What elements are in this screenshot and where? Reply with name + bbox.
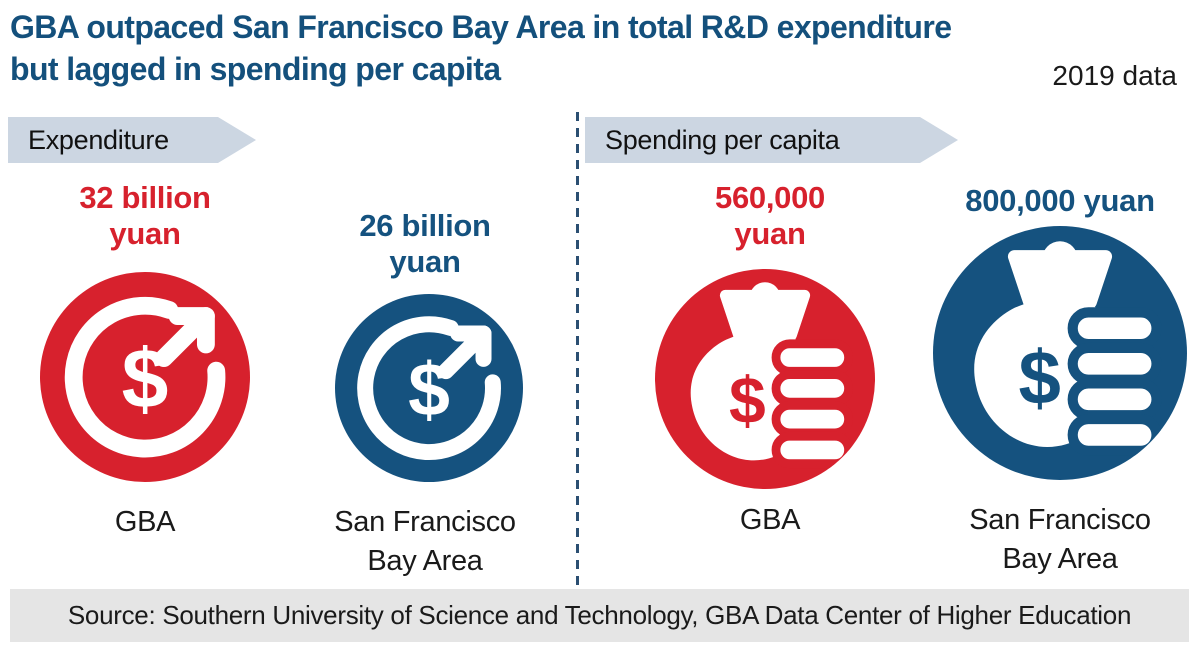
- value-line: yuan: [109, 216, 181, 251]
- value-line: 560,000: [715, 180, 825, 215]
- svg-text:$: $: [1018, 336, 1060, 421]
- value-label-expenditure-sf: 26 billion yuan: [305, 208, 545, 280]
- value-label-percapita-sf: 800,000 yuan: [930, 183, 1190, 219]
- page-title-line1: GBA outpaced San Francisco Bay Area in t…: [10, 9, 952, 45]
- value-label-expenditure-gba: 32 billion yuan: [25, 180, 265, 252]
- value-line: yuan: [734, 216, 806, 251]
- region-line: San Francisco: [334, 506, 516, 538]
- region-line: Bay Area: [367, 545, 483, 577]
- svg-text:$: $: [408, 347, 450, 431]
- value-line: yuan: [389, 244, 461, 279]
- date-note: 2019 data: [1052, 60, 1177, 91]
- region-line: Bay Area: [1002, 543, 1118, 575]
- svg-text:$: $: [729, 363, 766, 437]
- section-banner-spending-per-capita: Spending per capita: [585, 117, 958, 163]
- region-label-percapita-gba: GBA: [650, 501, 890, 540]
- section-banner-expenditure: Expenditure: [8, 117, 256, 163]
- region-label-expenditure-sf: San Francisco Bay Area: [305, 503, 545, 581]
- money-growth-icon-sf: $: [335, 294, 523, 482]
- value-line: 800,000 yuan: [965, 183, 1155, 218]
- money-bag-icon-sf: $: [933, 226, 1187, 480]
- page-title: GBA outpaced San Francisco Bay Area in t…: [10, 6, 1190, 90]
- money-bag-icon-gba: $: [655, 269, 875, 489]
- page-title-line2: but lagged in spending per capita: [10, 51, 501, 87]
- value-line: 26 billion: [359, 208, 491, 243]
- money-growth-icon-gba: $: [40, 272, 250, 482]
- source-bar: Source: Southern University of Science a…: [10, 589, 1189, 642]
- value-label-percapita-gba: 560,000 yuan: [650, 180, 890, 252]
- region-label-expenditure-gba: GBA: [25, 503, 265, 542]
- region-label-percapita-sf: San Francisco Bay Area: [930, 501, 1190, 579]
- value-line: 32 billion: [79, 180, 211, 215]
- region-line: GBA: [114, 506, 176, 538]
- section-divider: [576, 112, 579, 592]
- region-line: GBA: [739, 504, 801, 536]
- region-line: San Francisco: [969, 504, 1151, 536]
- svg-text:$: $: [122, 331, 169, 425]
